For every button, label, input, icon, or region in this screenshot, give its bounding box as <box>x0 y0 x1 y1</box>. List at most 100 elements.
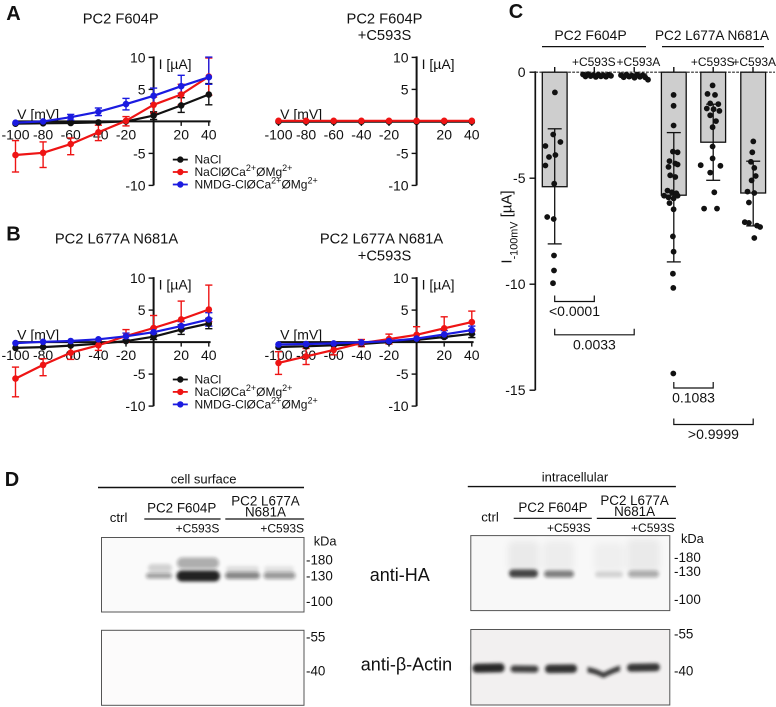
svg-text:-100: -100 <box>306 594 333 609</box>
svg-text:-5: -5 <box>133 145 146 161</box>
svg-text:10: 10 <box>130 49 146 65</box>
svg-text:-130: -130 <box>306 569 333 584</box>
svg-text:40: 40 <box>201 347 217 363</box>
svg-text:-20: -20 <box>379 347 399 363</box>
svg-text:-5: -5 <box>396 145 409 161</box>
svg-text:D: D <box>5 469 19 491</box>
svg-text:-40: -40 <box>351 347 371 363</box>
svg-text:-5: -5 <box>396 366 409 382</box>
svg-text:<0.0001: <0.0001 <box>549 303 600 319</box>
svg-text:NMDG-ClØCa2+ØMg2+: NMDG-ClØCa2+ØMg2+ <box>195 176 318 192</box>
svg-text:V [mV]: V [mV] <box>17 327 59 343</box>
svg-text:-5: -5 <box>513 170 526 186</box>
svg-text:-180: -180 <box>674 550 701 565</box>
svg-text:ctrl: ctrl <box>110 510 128 525</box>
svg-text:PC2 L677A N681A: PC2 L677A N681A <box>55 231 179 247</box>
svg-text:10: 10 <box>393 270 409 286</box>
svg-text:V [mV]: V [mV] <box>17 106 59 122</box>
svg-text:0.0033: 0.0033 <box>573 337 616 353</box>
svg-text:PC2 F604P: PC2 F604P <box>518 500 587 515</box>
svg-text:-80: -80 <box>296 126 316 142</box>
svg-text:-40: -40 <box>351 126 371 142</box>
svg-text:NaClØCa2+ØMg2+: NaClØCa2+ØMg2+ <box>195 383 293 399</box>
svg-text:+C593A: +C593A <box>732 55 776 69</box>
svg-text:I [µA]: I [µA] <box>159 56 192 72</box>
svg-text:PC2 L677A N681A: PC2 L677A N681A <box>320 231 444 247</box>
svg-text:5: 5 <box>401 302 409 318</box>
svg-text:-60: -60 <box>324 126 344 142</box>
svg-text:ctrl: ctrl <box>481 509 499 524</box>
svg-text:40: 40 <box>464 126 480 142</box>
svg-text:-55: -55 <box>674 627 693 642</box>
svg-text:-100: -100 <box>674 592 701 607</box>
svg-text:I [µA]: I [µA] <box>422 56 455 72</box>
svg-text:20: 20 <box>436 126 452 142</box>
svg-text:-55: -55 <box>306 630 325 645</box>
svg-text:-10: -10 <box>388 398 408 414</box>
svg-text:anti-HA: anti-HA <box>370 565 430 585</box>
svg-text:-180: -180 <box>306 553 333 568</box>
svg-text:-60: -60 <box>61 126 81 142</box>
svg-text:10: 10 <box>130 270 146 286</box>
svg-text:B: B <box>6 224 20 246</box>
svg-text:A: A <box>6 3 20 25</box>
svg-text:NaCl: NaCl <box>195 153 222 167</box>
svg-text:40: 40 <box>201 126 217 142</box>
svg-text:anti-β-Actin: anti-β-Actin <box>361 654 452 674</box>
svg-text:-20: -20 <box>116 126 136 142</box>
svg-text:+C593S: +C593S <box>691 55 735 69</box>
svg-text:V [mV]: V [mV] <box>280 106 322 122</box>
svg-text:20: 20 <box>173 347 189 363</box>
svg-text:-100: -100 <box>1 347 29 363</box>
svg-text:-10: -10 <box>125 398 145 414</box>
svg-text:C: C <box>509 1 523 23</box>
svg-text:V [mV]: V [mV] <box>280 327 322 343</box>
svg-text:PC2 L677A N681A: PC2 L677A N681A <box>655 28 770 43</box>
svg-text:20: 20 <box>436 347 452 363</box>
svg-text:PC2 F604P: PC2 F604P <box>554 27 626 43</box>
svg-text:>0.9999: >0.9999 <box>688 426 739 442</box>
svg-text:-100: -100 <box>1 126 29 142</box>
svg-text:I [µA]: I [µA] <box>159 277 192 293</box>
svg-text:-20: -20 <box>379 126 399 142</box>
svg-text:-15: -15 <box>505 382 525 398</box>
svg-text:-10: -10 <box>505 276 525 292</box>
svg-text:N681A: N681A <box>614 504 655 519</box>
svg-text:+C593S: +C593S <box>547 521 591 535</box>
svg-text:+C593S: +C593S <box>358 28 412 44</box>
svg-text:-10: -10 <box>125 177 145 193</box>
svg-text:0.1083: 0.1083 <box>672 390 715 406</box>
svg-text:5: 5 <box>401 81 409 97</box>
svg-text:-40: -40 <box>88 347 108 363</box>
svg-text:NMDG-ClØCa2+ØMg2+: NMDG-ClØCa2+ØMg2+ <box>195 395 318 411</box>
svg-text:PC2 L677A: PC2 L677A <box>600 493 669 508</box>
svg-text:PC2 F604P: PC2 F604P <box>147 501 216 516</box>
svg-text:NaClØCa2+ØMg2+: NaClØCa2+ØMg2+ <box>195 163 293 179</box>
svg-text:-80: -80 <box>33 126 53 142</box>
svg-text:+C593S: +C593S <box>572 55 616 69</box>
svg-text:intracellular: intracellular <box>542 470 609 485</box>
svg-text:5: 5 <box>138 81 146 97</box>
svg-text:-130: -130 <box>674 564 701 579</box>
svg-text:40: 40 <box>464 347 480 363</box>
svg-text:+C593S: +C593S <box>631 521 675 535</box>
svg-text:cell surface: cell surface <box>171 472 237 487</box>
svg-text:+C593S: +C593S <box>176 521 220 535</box>
svg-text:-100: -100 <box>264 126 292 142</box>
svg-text:-40: -40 <box>674 664 693 679</box>
svg-text:-80: -80 <box>33 347 53 363</box>
svg-text:-5: -5 <box>133 366 146 382</box>
svg-text:-20: -20 <box>116 347 136 363</box>
svg-text:PC2 F604P: PC2 F604P <box>83 11 159 27</box>
svg-text:PC2 F604P: PC2 F604P <box>347 11 423 27</box>
svg-text:kDa: kDa <box>681 531 705 546</box>
svg-text:-10: -10 <box>388 177 408 193</box>
svg-text:kDa: kDa <box>314 534 338 549</box>
svg-text:+C593S: +C593S <box>358 249 412 265</box>
svg-text:+C593A: +C593A <box>617 55 661 69</box>
svg-text:10: 10 <box>393 49 409 65</box>
svg-text:+C593S: +C593S <box>260 521 304 535</box>
svg-text:I [µA]: I [µA] <box>422 277 455 293</box>
svg-text:5: 5 <box>138 302 146 318</box>
svg-text:PC2 L677A: PC2 L677A <box>231 494 300 509</box>
